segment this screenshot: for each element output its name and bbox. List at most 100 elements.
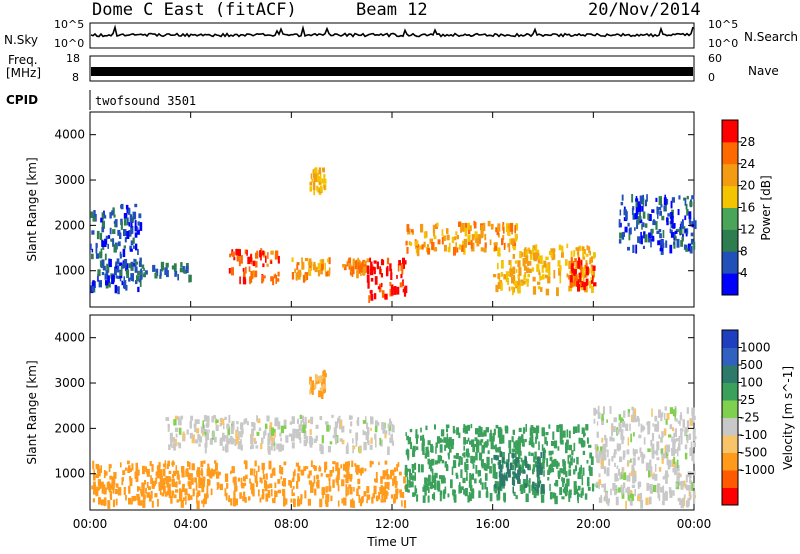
velocity-echo-cell (478, 479, 481, 483)
velocity-echo-cell (680, 499, 684, 509)
velocity-echo-cell (514, 473, 517, 479)
velocity-echo-cell (97, 479, 102, 487)
power-echo-cell (677, 209, 680, 216)
velocity-echo-cell (245, 461, 248, 470)
velocity-echo-cell (686, 420, 690, 429)
velocity-echo-cell (617, 468, 621, 476)
velocity-echo-cell (349, 429, 352, 434)
velocity-echo-cell (341, 479, 345, 487)
velocity-echo-cell (196, 500, 200, 509)
velocity-echo-cell (356, 464, 360, 469)
power-echo-cell (503, 245, 506, 250)
power-echo-cell (317, 270, 321, 277)
velocity-echo-cell (499, 451, 503, 458)
power-echo-cell (548, 251, 552, 256)
velocity-echo-cell (470, 455, 473, 461)
velocity-echo-cell (363, 431, 367, 436)
velocity-echo-cell (439, 444, 443, 453)
nsearch-tick-bottom: 10^0 (708, 37, 739, 50)
velocity-echo-cell (215, 462, 218, 471)
velocity-echo-cell (661, 411, 664, 418)
velocity-echo-cell (617, 443, 620, 452)
velocity-echo-cell (525, 493, 529, 503)
power-echo-cell (432, 224, 436, 234)
velocity-echo-cell (623, 472, 627, 481)
power-echo-cell (95, 253, 99, 259)
power-echo-cell (591, 267, 593, 276)
power-echo-cell (409, 242, 413, 246)
power-echo-cell (136, 229, 140, 235)
power-echo-cell (494, 243, 498, 251)
velocity-echo-cell (164, 492, 168, 497)
power-echo-cell (310, 173, 313, 180)
velocity-echo-cell (490, 436, 494, 444)
power-colorbar-cell (722, 207, 738, 230)
velocity-echo-cell (517, 469, 520, 475)
velocity-echo-cell (215, 424, 219, 431)
power-echo-cell (532, 253, 536, 260)
power-echo-cell (105, 280, 109, 286)
velocity-echo-cell (295, 462, 299, 467)
velocity-echo-cell (167, 483, 171, 491)
power-echo-cell (111, 275, 115, 280)
velocity-echo-cell (128, 485, 131, 494)
velocity-echo-cell (256, 431, 260, 436)
power-echo-cell (512, 254, 515, 259)
power-echo-cell (514, 225, 517, 232)
power-colorbar-label: 28 (740, 135, 755, 149)
power-echo-cell (670, 232, 674, 238)
power-echo-cell (92, 216, 95, 222)
power-echo-cell (575, 261, 578, 269)
power-echo-cell (585, 262, 588, 270)
power-echo-cell (238, 260, 241, 267)
velocity-echo-cell (179, 494, 183, 502)
velocity-echo-cell (355, 466, 359, 473)
power-echo-cell (265, 255, 267, 263)
velocity-echo-cell (455, 453, 459, 459)
power-echo-cell (584, 274, 587, 278)
velocity-echo-cell (652, 443, 655, 452)
velocity-echo-cell (464, 462, 466, 470)
velocity-echo-cell (383, 494, 386, 503)
velocity-echo-cell (291, 488, 293, 496)
velocity-echo-cell (233, 490, 236, 500)
velocity-echo-cell (383, 487, 386, 496)
power-echo-cell (90, 211, 94, 218)
power-echo-cell (270, 260, 273, 264)
velocity-echo-cell (609, 436, 613, 442)
velocity-echo-cell (180, 489, 183, 497)
velocity-echo-cell (144, 480, 146, 485)
velocity-echo-cell (549, 491, 553, 500)
velocity-echo-cell (122, 470, 126, 475)
velocity-echo-cell (308, 470, 312, 476)
velocity-echo-cell (547, 477, 550, 481)
power-echo-cell (115, 268, 118, 273)
velocity-echo-cell (171, 478, 175, 487)
velocity-echo-cell (307, 474, 311, 479)
velocity-echo-cell (602, 443, 606, 453)
velocity-echo-cell (538, 441, 540, 451)
power-echo-cell (689, 245, 693, 254)
freq-nave-band (91, 67, 693, 76)
velocity-colorbar-label: 100 (740, 376, 763, 390)
power-echo-cell (134, 232, 138, 238)
freq-strip-frame (89, 55, 695, 82)
velocity-echo-cell (606, 468, 610, 477)
velocity-echo-cell (271, 437, 274, 442)
power-echo-cell (385, 267, 389, 277)
velocity-echo-cell (539, 458, 542, 464)
velocity-echo-cell (596, 446, 599, 451)
velocity-echo-cell (359, 446, 362, 454)
power-echo-cell (501, 238, 504, 246)
velocity-echo-cell (637, 482, 640, 489)
velocity-echo-cell (551, 441, 555, 446)
velocity-echo-cell (428, 460, 432, 469)
velocity-echo-cell (651, 474, 655, 480)
velocity-echo-cell (200, 426, 203, 434)
velocity-echo-cell (517, 472, 520, 478)
power-echo-cell (319, 259, 322, 263)
velocity-echo-cell (665, 477, 668, 484)
freq-tick-top: 18 (66, 52, 80, 65)
velocity-echo-cell (323, 384, 327, 389)
power-echo-cell (578, 272, 582, 278)
